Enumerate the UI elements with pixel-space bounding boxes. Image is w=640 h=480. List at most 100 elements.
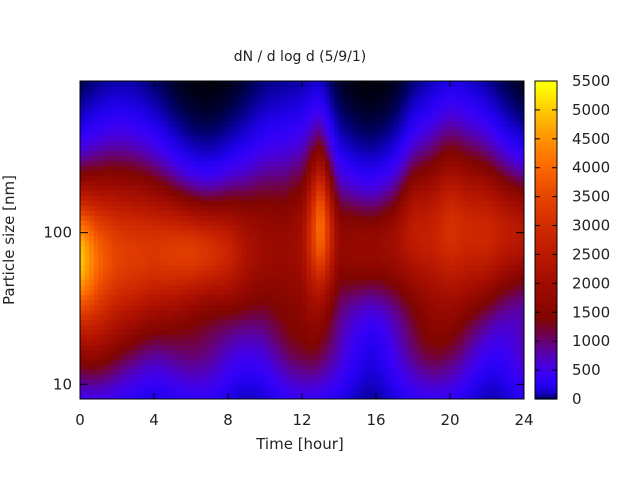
- heatmap-cell: [255, 90, 261, 97]
- heatmap-cell: [357, 269, 363, 276]
- heatmap-cell: [130, 230, 137, 236]
- heatmap-cell: [163, 155, 169, 162]
- heatmap-cell: [265, 299, 271, 306]
- heatmap-cell: [422, 314, 428, 321]
- heatmap-cell: [269, 344, 275, 350]
- heatmap-cell: [163, 225, 169, 231]
- heatmap-cell: [348, 135, 354, 142]
- heatmap-cell: [399, 115, 405, 122]
- heatmap-cell: [357, 145, 363, 152]
- heatmap-cell: [422, 145, 428, 152]
- heatmap-cell: [417, 215, 423, 221]
- heatmap-cell: [389, 359, 396, 365]
- heatmap-cell: [306, 364, 312, 370]
- heatmap-cell: [283, 105, 289, 112]
- heatmap-cell: [246, 259, 252, 266]
- heatmap-cell: [172, 190, 178, 196]
- heatmap-cell: [385, 344, 391, 350]
- heatmap-cell: [126, 215, 132, 221]
- heatmap-cell: [126, 389, 132, 395]
- heatmap-cell: [214, 140, 220, 147]
- heatmap-cell: [302, 220, 308, 226]
- heatmap-cell: [329, 304, 335, 311]
- heatmap-cell: [112, 85, 118, 92]
- heatmap-cell: [144, 145, 150, 152]
- heatmap-cell: [177, 85, 183, 92]
- heatmap-cell: [237, 135, 243, 142]
- heatmap-cell: [385, 185, 391, 191]
- heatmap-cell: [186, 170, 192, 177]
- heatmap-cell: [80, 269, 86, 276]
- heatmap-cell: [112, 135, 118, 142]
- heatmap-cell: [315, 190, 322, 196]
- heatmap-cell: [274, 384, 280, 390]
- heatmap-cell: [218, 215, 224, 221]
- heatmap-cell: [80, 225, 86, 231]
- heatmap-cell: [362, 394, 368, 399]
- heatmap-cell: [292, 195, 298, 201]
- heatmap-cell: [255, 230, 261, 236]
- heatmap-cell: [246, 249, 252, 256]
- heatmap-cell: [149, 230, 155, 236]
- heatmap-cell: [135, 314, 141, 321]
- heatmap-cell: [195, 364, 201, 370]
- heatmap-cell: [376, 324, 382, 331]
- heatmap-cell: [149, 90, 155, 97]
- heatmap-cell: [246, 314, 252, 321]
- heatmap-cell: [413, 165, 419, 172]
- heatmap-cell: [426, 225, 433, 231]
- heatmap-cell: [278, 185, 285, 191]
- heatmap-cell: [149, 299, 155, 306]
- heatmap-cell: [209, 299, 215, 306]
- heatmap-cell: [413, 230, 419, 236]
- heatmap-cell: [389, 319, 396, 326]
- heatmap-cell: [260, 279, 266, 286]
- heatmap-cell: [163, 205, 169, 211]
- heatmap-cell: [214, 364, 220, 370]
- heatmap-cell: [177, 354, 183, 360]
- heatmap-cell: [80, 190, 86, 196]
- heatmap-cell: [320, 344, 326, 350]
- heatmap-cell: [269, 309, 275, 316]
- heatmap-cell: [306, 205, 312, 211]
- heatmap-cell: [140, 369, 146, 375]
- heatmap-cell: [251, 130, 257, 137]
- heatmap-cell: [329, 254, 335, 261]
- heatmap-cell: [103, 264, 109, 271]
- heatmap-cell: [204, 374, 211, 380]
- heatmap-cell: [158, 230, 164, 236]
- heatmap-cell: [329, 160, 335, 167]
- heatmap-cell: [246, 304, 252, 311]
- heatmap-cell: [426, 165, 433, 172]
- heatmap-cell: [348, 81, 354, 87]
- heatmap-cell: [348, 175, 354, 181]
- heatmap-cell: [320, 284, 326, 291]
- heatmap-cell: [98, 309, 104, 316]
- heatmap-cell: [255, 259, 261, 266]
- heatmap-cell: [306, 200, 312, 206]
- heatmap-cell: [422, 120, 428, 127]
- heatmap-cell: [163, 284, 169, 291]
- heatmap-cell: [283, 81, 289, 87]
- heatmap-cell: [186, 155, 192, 162]
- heatmap-cell: [366, 115, 372, 122]
- heatmap-cell: [362, 289, 368, 296]
- heatmap-cell: [408, 274, 414, 281]
- heatmap-cell: [209, 105, 215, 112]
- heatmap-cell: [366, 170, 372, 177]
- heatmap-cell: [93, 150, 100, 157]
- heatmap-cell: [320, 220, 326, 226]
- heatmap-cell: [191, 364, 197, 370]
- heatmap-cell: [177, 170, 183, 177]
- heatmap-cell: [265, 220, 271, 226]
- heatmap-cell: [352, 294, 359, 301]
- heatmap-cell: [163, 190, 169, 196]
- heatmap-cell: [223, 329, 229, 336]
- heatmap-cell: [362, 135, 368, 142]
- heatmap-cell: [228, 289, 234, 296]
- heatmap-cell: [283, 354, 289, 360]
- heatmap-cell: [366, 225, 372, 231]
- heatmap-cell: [218, 374, 224, 380]
- heatmap-cell: [107, 324, 113, 331]
- heatmap-cell: [237, 349, 243, 355]
